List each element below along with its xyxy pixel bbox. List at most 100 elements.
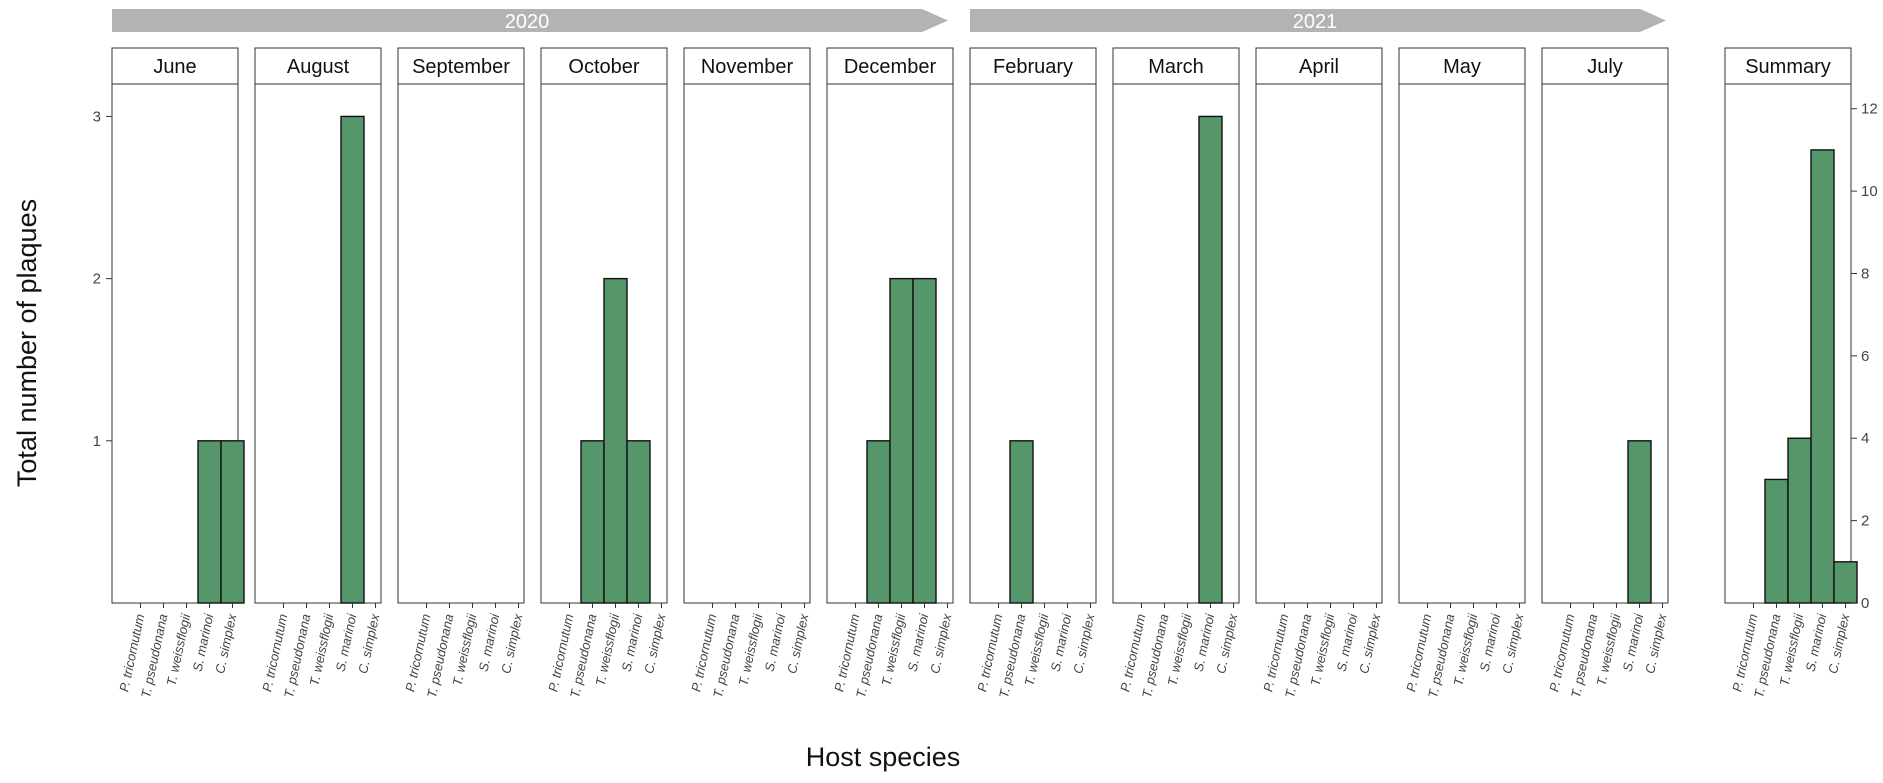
x-tick-label-c-simplex: C. simplex — [355, 612, 382, 675]
x-tick-label-c-simplex: C. simplex — [641, 612, 668, 675]
x-tick-label-c-simplex: C. simplex — [784, 612, 811, 675]
x-tick-label-c-simplex: C. simplex — [1070, 612, 1097, 675]
bar-summary-t-pseudonana — [1764, 478, 1789, 604]
bar-march-s-marinoi — [1198, 115, 1223, 604]
x-tick-label-c-simplex: C. simplex — [212, 612, 239, 675]
y-tick-label-1: 1 — [93, 433, 101, 450]
strip-label-december: December — [844, 56, 937, 78]
strip-summary — [1724, 47, 1852, 85]
strip-label-march: March — [1148, 56, 1204, 78]
strip-label-april: April — [1299, 56, 1339, 78]
year-banner-2020: 2020 — [112, 9, 948, 33]
bar-july-s-marinoi — [1627, 440, 1652, 604]
x-tick-label-s-marinoi: S. marinoi — [476, 611, 503, 672]
y-tick-label-4: 4 — [1861, 430, 1869, 447]
strip-label-august: August — [287, 56, 350, 78]
bar-june-s-marinoi — [197, 440, 222, 604]
y-tick-label-2: 2 — [1861, 513, 1869, 530]
bar-december-s-marinoi — [912, 277, 937, 604]
bar-october-t-weissflogii — [603, 277, 628, 604]
year-arrow-2021 — [970, 9, 1666, 32]
year-arrow-2020 — [112, 9, 948, 32]
x-axis-title: Host species — [806, 742, 961, 772]
x-tick-label-s-marinoi: S. marinoi — [1620, 611, 1647, 672]
bar-october-t-pseudonana — [580, 440, 605, 604]
strip-november — [683, 47, 811, 85]
x-tick-label-c-simplex: C. simplex — [1356, 612, 1383, 675]
x-tick-label-c-simplex: C. simplex — [498, 612, 525, 675]
bar-december-t-pseudonana — [866, 440, 891, 604]
strip-label-february: February — [993, 56, 1073, 78]
x-tick-label-c-simplex: C. simplex — [1213, 612, 1240, 675]
x-tick-label-s-marinoi: S. marinoi — [905, 611, 932, 672]
y-axis-left: 1 2 3 — [93, 108, 112, 450]
x-tick-label-s-marinoi: S. marinoi — [1803, 611, 1830, 672]
x-tick-label-s-marinoi: S. marinoi — [333, 611, 360, 672]
y-axis-title: Total number of plaques — [12, 199, 42, 487]
strip-june — [111, 47, 239, 85]
strip-march — [1112, 47, 1240, 85]
panel-frame-november — [683, 83, 811, 604]
year-banner-2021: 2021 — [970, 9, 1666, 33]
strip-label-september: September — [412, 56, 510, 78]
panel-frame-may — [1398, 83, 1526, 604]
panel-frame-april — [1255, 83, 1383, 604]
bar-summary-c-simplex — [1833, 561, 1858, 604]
y-tick-label-0: 0 — [1861, 595, 1869, 612]
x-tick-label-c-simplex: C. simplex — [927, 612, 954, 675]
strip-label-july: July — [1587, 56, 1623, 78]
year-label-2021: 2021 — [1293, 11, 1338, 33]
strip-label-summary: Summary — [1745, 56, 1831, 78]
y-tick-label-6: 6 — [1861, 348, 1869, 365]
y-tick-label-3: 3 — [93, 108, 101, 125]
strip-label-may: May — [1443, 56, 1481, 78]
bar-summary-s-marinoi — [1810, 149, 1835, 604]
y-tick-label-8: 8 — [1861, 265, 1869, 282]
strip-october — [540, 47, 668, 85]
y-tick-label-10: 10 — [1861, 183, 1878, 200]
bar-december-t-weissflogii — [889, 277, 914, 604]
y-tick-label-2: 2 — [93, 271, 101, 288]
axis-titles: Host species Total number of plaques — [12, 199, 960, 772]
year-label-2020: 2020 — [505, 11, 550, 33]
bar-june-c-simplex — [220, 440, 245, 604]
x-tick-label-s-marinoi: S. marinoi — [1334, 611, 1361, 672]
strip-label-june: June — [153, 56, 196, 78]
panel-frame-september — [397, 83, 525, 604]
x-tick-label-s-marinoi: S. marinoi — [1191, 611, 1218, 672]
x-tick-label-s-marinoi: S. marinoi — [619, 611, 646, 672]
strip-december — [826, 47, 954, 85]
bar-october-s-marinoi — [626, 440, 651, 604]
x-tick-label-s-marinoi: S. marinoi — [1048, 611, 1075, 672]
bar-summary-t-weissflogii — [1787, 437, 1812, 604]
y-tick-label-12: 12 — [1861, 101, 1878, 118]
strip-february — [969, 47, 1097, 85]
x-tick-label-s-marinoi: S. marinoi — [762, 611, 789, 672]
y-axis-right: 0 2 4 6 8 10 12 — [1851, 101, 1878, 612]
strip-september — [397, 47, 525, 85]
x-tick-label-c-simplex: C. simplex — [1642, 612, 1669, 675]
strip-label-october: October — [568, 56, 639, 78]
x-tick-label-s-marinoi: S. marinoi — [1477, 611, 1504, 672]
bar-february-t-pseudonana — [1009, 440, 1034, 604]
x-tick-label-c-simplex: C. simplex — [1825, 612, 1852, 675]
bar-august-s-marinoi — [340, 115, 365, 604]
x-tick-label-s-marinoi: S. marinoi — [190, 611, 217, 672]
year-banners: 2020 2021 — [112, 9, 1666, 33]
x-tick-label-c-simplex: C. simplex — [1499, 612, 1526, 675]
